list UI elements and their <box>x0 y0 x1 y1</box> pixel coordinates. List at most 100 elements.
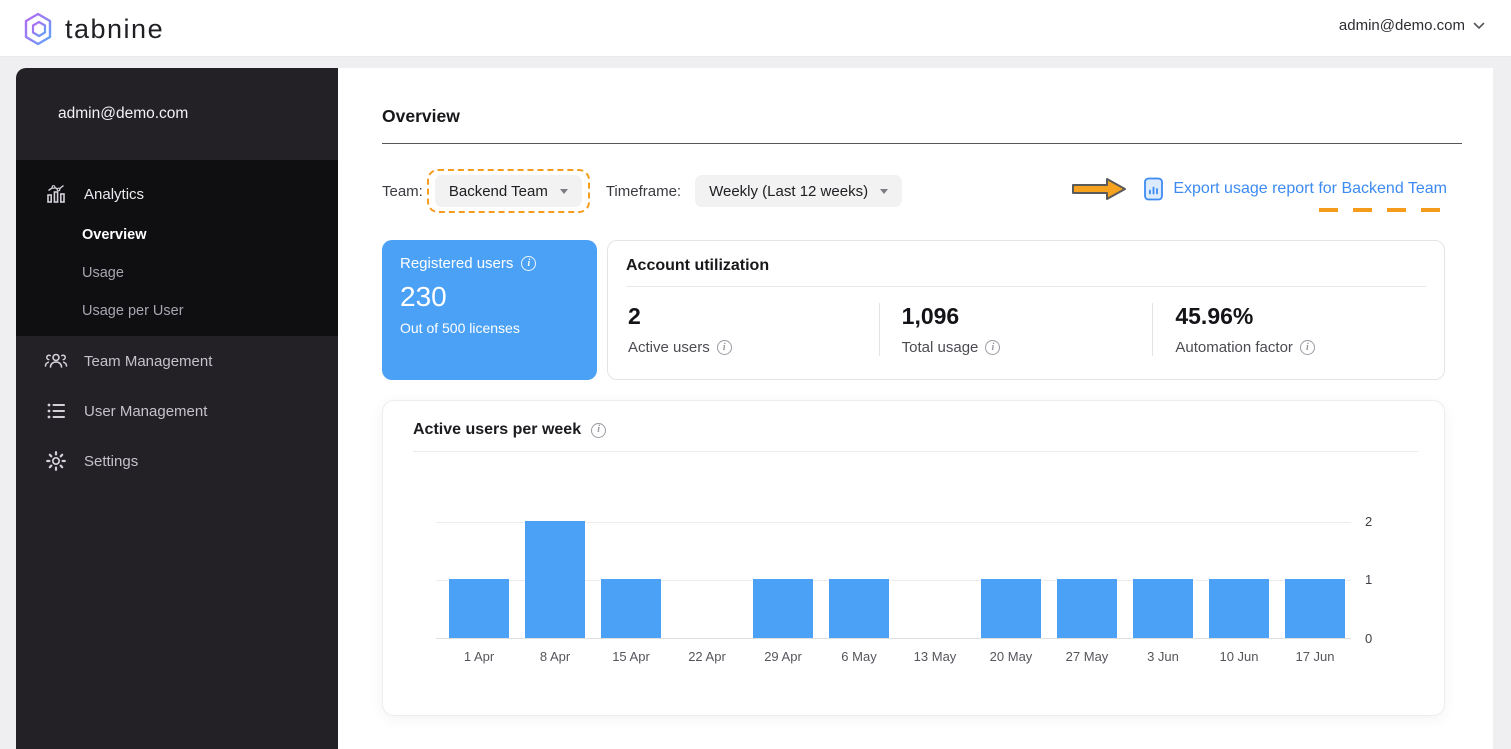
list-icon <box>47 403 65 419</box>
chart-bar[interactable] <box>449 579 509 638</box>
export-usage-report-link[interactable]: Export usage report for Backend Team <box>1143 177 1447 201</box>
chart-plot: 1 Apr 8 Apr 15 Apr 22 Apr 29 Apr 6 May 13 May 2… <box>436 514 1372 664</box>
sidebar-item-settings[interactable]: Settings <box>16 436 338 486</box>
sidebar-email: admin@demo.com <box>58 105 189 122</box>
metric-value: 1,096 <box>901 303 960 329</box>
filter-row: Team: Backend Team Timeframe: Weekly (La… <box>382 168 1493 214</box>
metric-label: Active users <box>628 339 710 356</box>
registered-users-subtitle: Out of 500 licenses <box>400 320 520 336</box>
info-icon[interactable] <box>591 422 607 438</box>
analytics-icon <box>47 184 65 203</box>
team-icon <box>44 353 68 368</box>
page-title: Overview <box>382 106 460 126</box>
info-icon[interactable] <box>985 340 1001 355</box>
logo-wordmark: tabnine <box>65 13 165 44</box>
chart-bar[interactable] <box>1057 579 1117 638</box>
timeframe-dropdown[interactable]: Weekly (Last 12 weeks) <box>695 175 903 207</box>
utilization-metrics: 2 Active users 1,096 Total usage 45.96% <box>626 303 1426 356</box>
chart-bar[interactable] <box>1285 579 1345 638</box>
chart-bar[interactable] <box>1133 579 1193 638</box>
team-dropdown[interactable]: Backend Team <box>434 175 582 207</box>
timeframe-filter-label: Timeframe: <box>605 182 682 200</box>
account-email: admin@demo.com <box>1338 17 1465 34</box>
info-icon[interactable] <box>716 340 732 355</box>
report-file-icon <box>1144 177 1164 201</box>
x-axis-label: 3 Jun <box>1147 649 1179 664</box>
sidebar-item-team-management[interactable]: Team Management <box>16 336 338 386</box>
sidebar-item-label: Team Management <box>84 352 213 370</box>
sidebar-item-overview[interactable]: Overview <box>16 216 338 254</box>
x-axis-label: 22 Apr <box>688 649 726 664</box>
sidebar-child-label: Usage per User <box>82 303 184 319</box>
registered-users-value: 230 <box>400 281 447 312</box>
info-icon[interactable] <box>521 256 537 271</box>
x-axis-label: 1 Apr <box>463 649 495 664</box>
y-axis-label: 0 <box>1365 631 1373 646</box>
sidebar-item-label: User Management <box>84 402 208 420</box>
y-axis-label: 2 <box>1365 514 1373 529</box>
x-axis-label: 15 Apr <box>612 649 650 664</box>
chart-bar[interactable] <box>981 579 1041 638</box>
card-divider <box>413 451 1418 452</box>
export-link-text: Export usage report for Backend Team <box>1173 180 1447 197</box>
sidebar-item-analytics[interactable]: Analytics <box>16 172 338 216</box>
account-utilization-card: Account utilization 2 Active users 1,096… <box>607 240 1445 380</box>
sidebar: admin@demo.com Analytics Overview Usage … <box>16 68 338 749</box>
sidebar-item-label: Settings <box>84 452 139 470</box>
chart-bar[interactable] <box>1209 579 1269 638</box>
x-axis-label: 10 Jun <box>1219 649 1259 664</box>
y-axis-label: 1 <box>1365 572 1373 587</box>
metric-automation-factor: 45.96% Automation factor <box>1152 303 1426 356</box>
team-filter-label: Team: <box>382 182 423 200</box>
gridline <box>436 580 1351 581</box>
account-menu[interactable]: admin@demo.com <box>1339 17 1485 34</box>
sidebar-item-user-management[interactable]: User Management <box>16 386 338 436</box>
metric-label: Automation factor <box>1175 339 1293 356</box>
chart-bar[interactable] <box>829 579 889 638</box>
x-axis-label: 8 Apr <box>539 649 571 664</box>
chart-title: Active users per week <box>413 421 582 438</box>
export-group: Export usage report for Backend Team <box>1071 176 1453 212</box>
metric-value: 45.96% <box>1175 303 1254 329</box>
caret-down-icon <box>880 188 889 194</box>
x-axis-label: 13 May <box>913 649 957 664</box>
metric-value: 2 <box>628 303 641 329</box>
info-icon[interactable] <box>1299 340 1315 355</box>
chart-bar[interactable] <box>525 521 585 638</box>
team-dropdown-annotation: Backend Team <box>426 169 590 213</box>
team-dropdown-value: Backend Team <box>448 182 548 200</box>
x-axis-label: 20 May <box>989 649 1033 664</box>
annotation-dashed-underline <box>1319 208 1453 212</box>
sidebar-item-usage[interactable]: Usage <box>16 254 338 292</box>
x-axis-label: 27 May <box>1065 649 1109 664</box>
sidebar-section-analytics: Analytics Overview Usage Usage per User <box>16 160 338 336</box>
metric-label: Total usage <box>901 339 979 356</box>
account-utilization-title: Account utilization <box>626 257 770 274</box>
chart-bar[interactable] <box>601 579 661 638</box>
annotation-arrow-icon <box>1072 178 1127 200</box>
chevron-down-icon <box>1473 22 1485 29</box>
x-axis-label: 6 May <box>841 649 877 664</box>
stats-cards-row: Registered users 230 Out of 500 licenses… <box>382 240 1445 380</box>
chart-bar[interactable] <box>753 579 813 638</box>
tabnine-logo-icon <box>24 12 52 46</box>
top-bar: tabnine admin@demo.com <box>0 0 1511 57</box>
card-divider <box>626 286 1426 287</box>
sidebar-item-usage-per-user[interactable]: Usage per User <box>16 292 338 330</box>
main-content: Overview Team: Backend Team Timeframe: W… <box>338 68 1493 749</box>
registered-users-card: Registered users 230 Out of 500 licenses <box>382 240 597 380</box>
gridline <box>436 522 1351 523</box>
sidebar-child-label: Usage <box>82 265 124 281</box>
x-axis-label: 29 Apr <box>764 649 802 664</box>
registered-users-title: Registered users <box>400 255 514 272</box>
sidebar-item-label: Analytics <box>84 185 145 203</box>
metric-active-users: 2 Active users <box>626 303 879 356</box>
x-axis-label: 17 Jun <box>1295 649 1335 664</box>
caret-down-icon <box>559 188 568 194</box>
timeframe-dropdown-value: Weekly (Last 12 weeks) <box>709 182 869 200</box>
gear-icon <box>46 451 66 471</box>
sidebar-child-label: Overview <box>82 227 147 243</box>
tabnine-logo[interactable]: tabnine <box>22 12 164 46</box>
metric-total-usage: 1,096 Total usage <box>878 303 1153 356</box>
